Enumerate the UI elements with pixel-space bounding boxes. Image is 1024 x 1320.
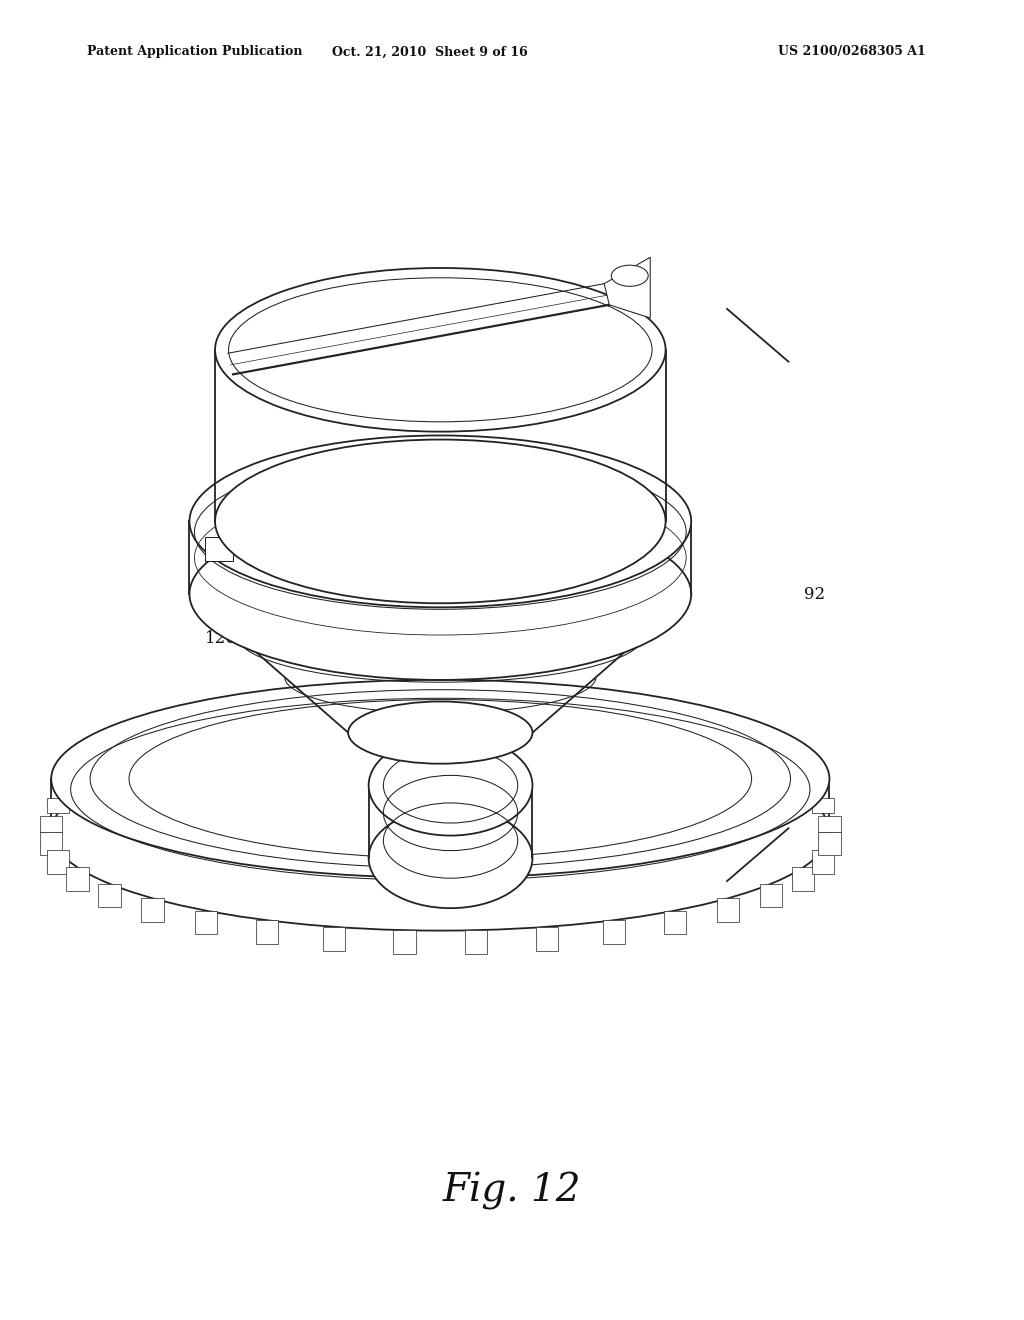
Ellipse shape (51, 680, 829, 878)
Bar (465, 931, 487, 954)
Bar (67, 780, 89, 796)
Bar (323, 721, 345, 737)
Ellipse shape (348, 701, 532, 764)
Bar (98, 883, 121, 907)
Bar (717, 899, 739, 923)
Bar (141, 748, 164, 764)
Polygon shape (604, 257, 650, 318)
Bar (536, 927, 558, 950)
Bar (46, 797, 69, 813)
Bar (256, 920, 279, 944)
Text: 127: 127 (205, 566, 237, 582)
Bar (818, 832, 841, 855)
Bar (717, 748, 739, 764)
Bar (536, 721, 558, 737)
Text: 92: 92 (804, 586, 825, 603)
Bar (40, 832, 62, 855)
Bar (792, 867, 814, 891)
Ellipse shape (189, 436, 691, 607)
Bar (195, 911, 217, 935)
Bar (792, 780, 814, 796)
Bar (812, 850, 835, 874)
Bar (40, 816, 62, 832)
Bar (141, 899, 164, 923)
Bar (812, 797, 835, 813)
Bar (98, 764, 121, 780)
Bar (393, 931, 416, 954)
Bar (664, 911, 686, 935)
Ellipse shape (215, 440, 666, 603)
Text: 126: 126 (154, 738, 185, 754)
Text: US 2100/0268305 A1: US 2100/0268305 A1 (778, 45, 926, 58)
Bar (205, 537, 233, 561)
Bar (818, 816, 841, 832)
Ellipse shape (369, 808, 532, 908)
Ellipse shape (369, 735, 532, 836)
Bar (46, 850, 69, 874)
Bar (760, 883, 782, 907)
Bar (195, 737, 217, 752)
Bar (393, 717, 416, 733)
Bar (664, 737, 686, 752)
Ellipse shape (611, 265, 648, 286)
Ellipse shape (215, 268, 666, 432)
Bar (323, 927, 345, 950)
Bar (760, 764, 782, 780)
Text: 120: 120 (205, 631, 237, 647)
Text: 58: 58 (630, 560, 651, 576)
Bar (528, 549, 585, 578)
Bar (67, 867, 89, 891)
Text: Fig. 12: Fig. 12 (442, 1172, 582, 1209)
Text: Oct. 21, 2010  Sheet 9 of 16: Oct. 21, 2010 Sheet 9 of 16 (332, 45, 528, 58)
Text: 124: 124 (388, 857, 421, 873)
Text: Patent Application Publication: Patent Application Publication (87, 45, 302, 58)
Ellipse shape (189, 508, 691, 680)
Bar (602, 727, 625, 743)
Text: 96: 96 (579, 821, 600, 837)
Text: 96: 96 (246, 821, 267, 837)
Ellipse shape (51, 733, 829, 931)
Bar (465, 717, 487, 733)
Bar (256, 727, 279, 743)
Bar (602, 920, 625, 944)
